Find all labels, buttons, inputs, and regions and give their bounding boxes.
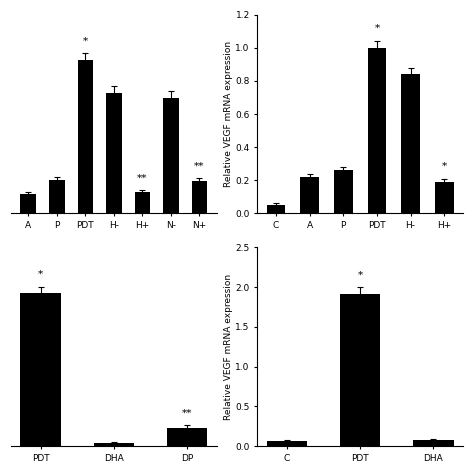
Bar — [78, 61, 93, 213]
Text: *: * — [357, 271, 363, 280]
Bar — [135, 192, 150, 213]
Bar — [49, 180, 64, 213]
Bar — [191, 181, 207, 213]
Bar — [94, 443, 134, 446]
Text: *: * — [38, 270, 43, 279]
Bar — [106, 93, 122, 213]
Bar — [435, 182, 454, 213]
Bar — [167, 428, 207, 446]
Bar — [413, 440, 454, 446]
Bar — [401, 74, 420, 213]
Bar — [267, 441, 307, 446]
Bar — [368, 48, 386, 213]
Text: *: * — [442, 161, 447, 170]
Text: **: ** — [182, 409, 192, 418]
Text: **: ** — [137, 173, 147, 182]
Bar — [340, 293, 380, 446]
Y-axis label: Relative VEGF mRNA expression: Relative VEGF mRNA expression — [224, 41, 233, 187]
Bar — [20, 293, 61, 446]
Y-axis label: Relative VEGF mRNA expression: Relative VEGF mRNA expression — [224, 274, 233, 420]
Text: *: * — [374, 24, 380, 33]
Bar — [301, 177, 319, 213]
Text: **: ** — [194, 161, 205, 170]
Text: *: * — [83, 36, 88, 46]
Bar — [267, 205, 285, 213]
Bar — [163, 98, 179, 213]
Bar — [20, 194, 36, 213]
Bar — [334, 170, 353, 213]
